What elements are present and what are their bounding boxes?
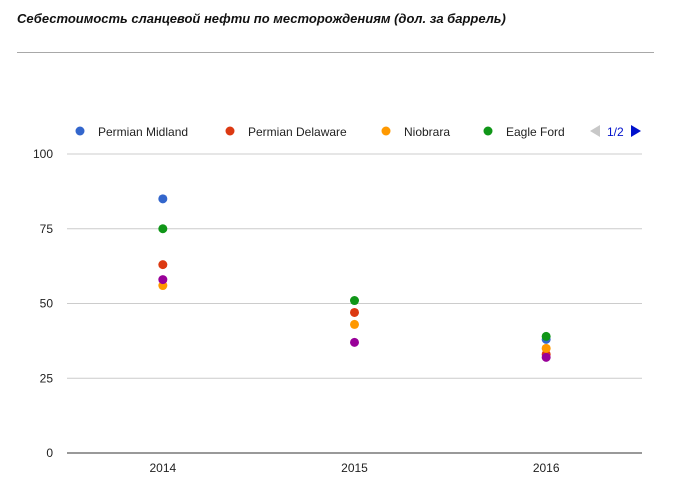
y-tick-label: 0: [46, 446, 53, 460]
legend-marker: [381, 126, 391, 136]
legend-page-indicator: 1/2: [607, 125, 624, 139]
data-point[interactable]: [350, 296, 359, 306]
data-point[interactable]: [158, 194, 168, 204]
data-point[interactable]: [541, 331, 551, 341]
data-point[interactable]: [158, 260, 168, 270]
y-tick-label: 25: [40, 371, 54, 385]
legend-next-arrow-icon[interactable]: [631, 125, 641, 137]
data-point[interactable]: [350, 337, 359, 347]
legend-label: Permian Delaware: [248, 125, 347, 139]
y-tick-label: 75: [40, 222, 54, 236]
x-tick-label: 2014: [149, 461, 176, 475]
x-tick-label: 2015: [341, 461, 368, 475]
legend-pager: 1/2: [590, 125, 641, 139]
legend-label: Permian Midland: [98, 125, 188, 139]
y-tick-label: 100: [33, 147, 53, 161]
data-point[interactable]: [541, 352, 551, 362]
data-points: [158, 194, 551, 362]
legend-label: Eagle Ford: [506, 125, 565, 139]
data-point[interactable]: [158, 224, 168, 234]
legend-marker: [75, 126, 85, 136]
x-axis-ticks: 2014 2015 2016: [149, 461, 559, 475]
data-point[interactable]: [541, 343, 551, 353]
title-divider: [17, 52, 654, 53]
y-axis-ticks: 0 25 50 75 100: [33, 147, 53, 460]
data-point[interactable]: [350, 319, 359, 329]
legend-prev-arrow-icon[interactable]: [590, 125, 600, 137]
data-point[interactable]: [158, 275, 168, 285]
legend-marker: [483, 126, 493, 136]
legend-label: Niobrara: [404, 125, 450, 139]
x-tick-label: 2016: [533, 461, 560, 475]
chart-title: Себестоимость сланцевой нефти по месторо…: [17, 11, 506, 26]
data-point[interactable]: [350, 307, 359, 317]
y-tick-label: 50: [40, 297, 54, 311]
legend-marker: [225, 126, 235, 136]
legend: Permian Midland Permian Delaware Niobrara E…: [75, 125, 565, 139]
